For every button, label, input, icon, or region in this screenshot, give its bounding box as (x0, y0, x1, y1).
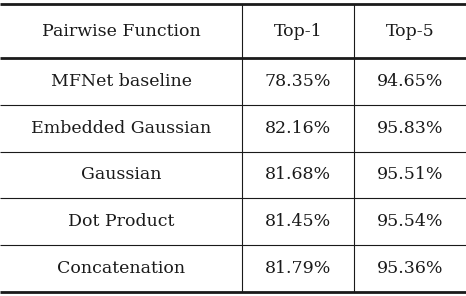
Text: Embedded Gaussian: Embedded Gaussian (31, 120, 211, 137)
Text: 94.65%: 94.65% (377, 73, 443, 90)
Text: Gaussian: Gaussian (81, 166, 161, 183)
Text: 95.54%: 95.54% (377, 213, 443, 230)
Text: 82.16%: 82.16% (265, 120, 331, 137)
Text: 95.36%: 95.36% (377, 260, 443, 277)
Text: 95.83%: 95.83% (377, 120, 443, 137)
Text: MFNet baseline: MFNet baseline (51, 73, 192, 90)
Text: Concatenation: Concatenation (57, 260, 185, 277)
Text: 78.35%: 78.35% (265, 73, 331, 90)
Text: Top-1: Top-1 (274, 23, 322, 40)
Text: 81.79%: 81.79% (265, 260, 331, 277)
Text: Dot Product: Dot Product (68, 213, 174, 230)
Text: Pairwise Function: Pairwise Function (42, 23, 200, 40)
Text: 81.68%: 81.68% (265, 166, 331, 183)
Text: 95.51%: 95.51% (377, 166, 443, 183)
Text: Top-5: Top-5 (386, 23, 434, 40)
Text: 81.45%: 81.45% (265, 213, 331, 230)
